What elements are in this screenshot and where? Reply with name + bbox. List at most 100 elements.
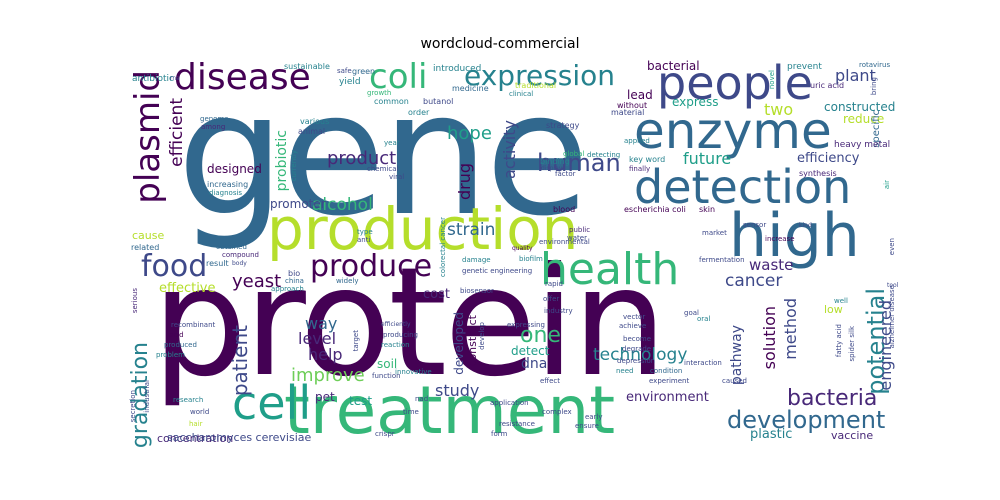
word: people (657, 60, 813, 110)
word: global (563, 150, 585, 158)
word: approach (271, 285, 304, 293)
word: produce (310, 249, 433, 284)
word: low (824, 303, 843, 316)
word: among (201, 123, 226, 131)
word: technology (593, 345, 688, 365)
word: ensure (575, 422, 599, 430)
word: applied (624, 137, 650, 145)
word: protein (152, 236, 667, 410)
word: production (267, 195, 579, 263)
word: become (623, 335, 652, 343)
word: synthesis (799, 169, 837, 178)
word: plant (835, 66, 876, 85)
word: increasing (207, 180, 249, 189)
word: water (567, 234, 587, 242)
word: viral (389, 173, 405, 181)
word: plastic (750, 427, 793, 442)
word: cell (232, 376, 312, 430)
word: well (834, 297, 848, 305)
word: study (435, 381, 480, 400)
word: achieve (619, 322, 647, 330)
word: rotavirus (859, 61, 891, 69)
word: waste (749, 256, 794, 274)
word: efficient (167, 98, 187, 167)
word: resistance (499, 420, 535, 428)
word: dna (521, 356, 548, 372)
word: animal (298, 127, 326, 136)
word: display (541, 165, 563, 172)
word: degrade (622, 345, 652, 353)
word: expressing (507, 321, 545, 329)
word: even (888, 238, 896, 256)
word: escherichia coli (624, 205, 686, 214)
word: effective (159, 281, 216, 296)
word: biofilm (519, 255, 543, 263)
word: prevent (787, 62, 822, 72)
word: designed (207, 162, 262, 176)
word: alzheimer disease (888, 285, 896, 349)
word: order (408, 108, 430, 117)
word: uric acid (810, 81, 845, 90)
word: genetic engineering (462, 267, 533, 275)
word: constructed (824, 100, 896, 114)
word: detection (634, 160, 852, 214)
word: depression (617, 357, 656, 365)
word: rapid (545, 280, 563, 288)
word: colorectal cancer (439, 217, 447, 278)
word: way (305, 314, 338, 333)
word: anti (357, 236, 371, 244)
word: gene (177, 60, 590, 254)
word: lead (627, 88, 653, 102)
word: quality (512, 245, 533, 252)
word: effect (540, 377, 561, 385)
word: disease (174, 60, 311, 98)
word: antibiotic (132, 74, 174, 84)
word: promoter (270, 197, 326, 211)
word: human (537, 149, 621, 177)
word: detecting (587, 151, 621, 159)
word: express (672, 95, 719, 109)
word: public (569, 226, 591, 234)
word: experiment (649, 377, 690, 385)
word: spider silk (848, 326, 856, 362)
word: function (372, 372, 401, 380)
word: construct (466, 315, 479, 367)
word: medicine (452, 84, 489, 93)
word: future (683, 149, 732, 168)
word: sustainable (284, 62, 330, 71)
word: oral (697, 315, 711, 323)
word: bacterial (647, 60, 700, 73)
word: problem (156, 351, 185, 359)
word: product (327, 148, 397, 169)
word: bacteria (787, 386, 878, 411)
word: novel (768, 70, 776, 90)
word: fatty acid (835, 324, 843, 358)
word: yield (339, 77, 361, 87)
word: expression (464, 60, 616, 92)
word: strategy (546, 121, 580, 130)
word: without (617, 101, 648, 110)
word: widely (336, 277, 359, 285)
word: probiotic (274, 130, 290, 192)
word: one (520, 323, 561, 348)
word: various (300, 117, 330, 126)
word: traditional (515, 81, 557, 90)
word: acid (169, 331, 184, 339)
word: industrial (143, 380, 151, 413)
word: world (190, 408, 210, 416)
word: alcohol (312, 195, 373, 215)
word: condition (650, 367, 683, 375)
chart-title: wordcloud-commercial (420, 36, 580, 52)
word: food (141, 249, 208, 284)
word: common (374, 97, 409, 106)
word: strain (447, 220, 496, 240)
word: concentration (157, 432, 234, 445)
word: butanol (423, 97, 454, 106)
word: improve (291, 365, 365, 386)
word: health (540, 244, 680, 295)
word: kind (799, 222, 812, 229)
word: vector (623, 313, 646, 321)
word: finally (629, 165, 651, 173)
word: china (285, 277, 304, 285)
word: efficiency (797, 151, 860, 166)
